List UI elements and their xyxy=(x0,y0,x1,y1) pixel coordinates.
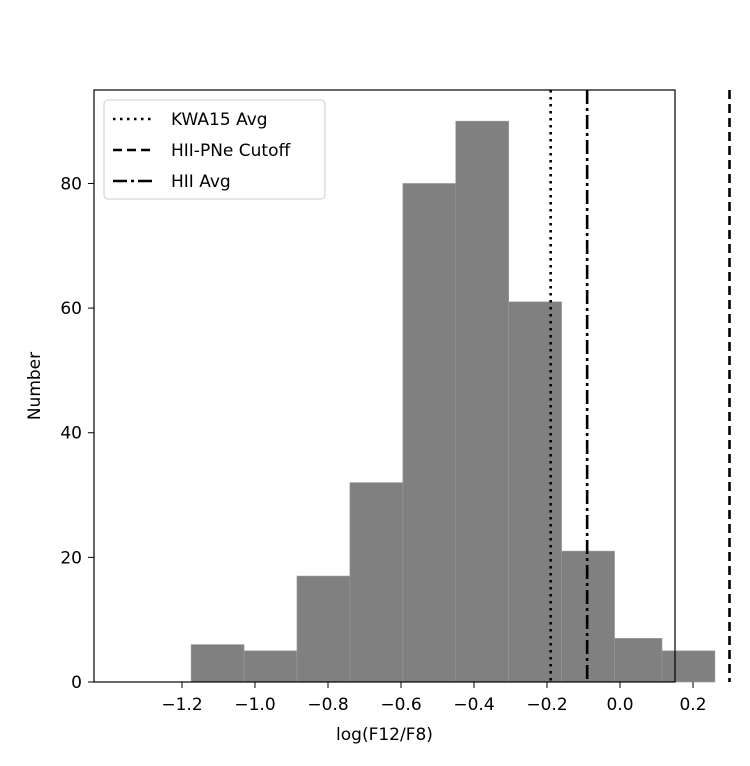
histogram-bar xyxy=(243,650,298,683)
x-tick-label: −1.0 xyxy=(234,695,275,715)
histogram-bar xyxy=(402,183,457,683)
y-tick-label: 0 xyxy=(71,673,82,693)
x-tick-label: −1.2 xyxy=(161,695,202,715)
x-tick-label: 0.0 xyxy=(606,695,633,715)
y-tick-label: 40 xyxy=(60,424,82,444)
y-tick-label: 20 xyxy=(60,548,82,568)
histogram-bar xyxy=(614,638,663,683)
legend-label: HII-PNe Cutoff xyxy=(171,141,291,161)
histogram-bar xyxy=(349,482,404,683)
x-tick-label: −0.6 xyxy=(380,695,421,715)
x-tick-label: −0.8 xyxy=(307,695,348,715)
y-tick-label: 60 xyxy=(60,299,82,319)
legend-label: KWA15 Avg xyxy=(171,110,268,130)
histogram-bar xyxy=(508,301,562,683)
histogram-bars xyxy=(190,120,716,683)
legend-box xyxy=(103,99,326,200)
x-axis-ticks: −1.2 −1.0 −0.8 −0.6 −0.4 −0.2 0.0 0.2 xyxy=(161,682,707,715)
reference-lines xyxy=(549,90,731,682)
histogram-bar xyxy=(190,644,245,683)
y-tick-label: 80 xyxy=(60,174,82,194)
x-tick-label: 0.2 xyxy=(679,695,706,715)
x-axis-label: log(F12/F8) xyxy=(336,725,433,745)
histogram-bar xyxy=(296,575,351,683)
y-axis-label: Number xyxy=(25,352,45,420)
x-tick-label: −0.2 xyxy=(526,695,567,715)
histogram-bar xyxy=(661,650,716,683)
y-axis-ticks: 0 20 40 60 80 xyxy=(60,174,94,693)
x-tick-label: −0.4 xyxy=(453,695,494,715)
legend-label: HII Avg xyxy=(171,172,231,192)
plot-frame xyxy=(93,89,676,683)
legend: KWA15 Avg HII-PNe Cutoff HII Avg xyxy=(103,99,326,200)
histogram-bar xyxy=(455,120,509,683)
